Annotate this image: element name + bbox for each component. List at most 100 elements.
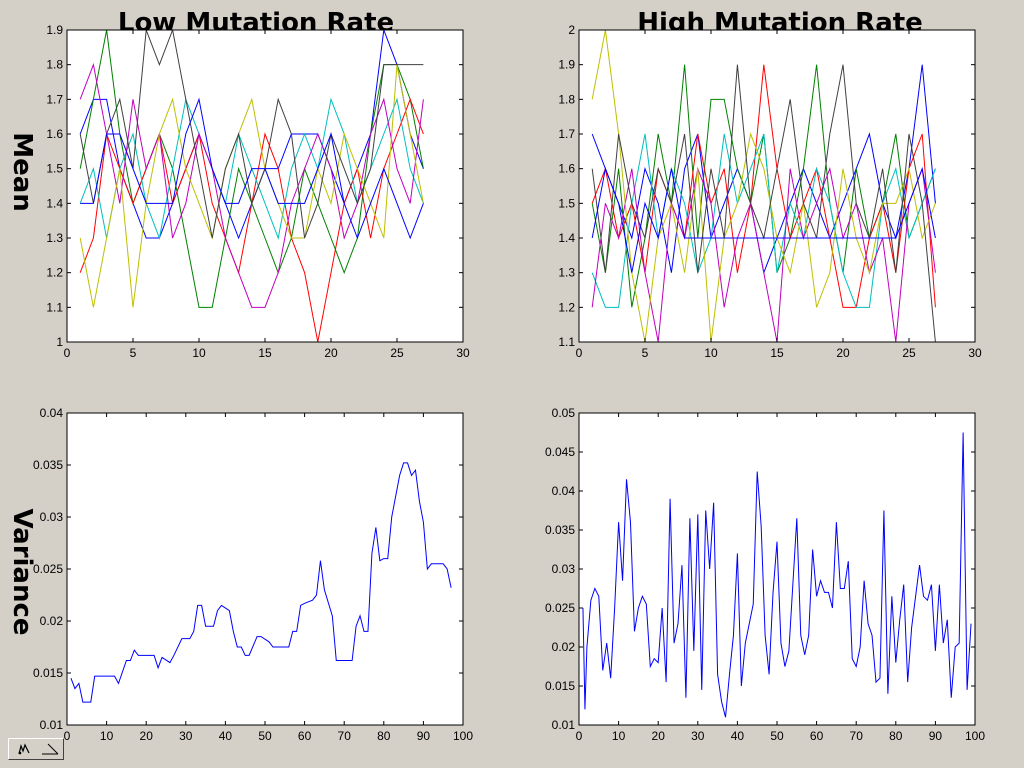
axes-mean-low: 0 5 10 15 20 25 30 1 1.1 1.2 1.3 1.4 1.5 1.6 1.7 1.8 1.9 — [46, 23, 470, 360]
y-tick-label: 0.035 — [545, 523, 575, 537]
x-tick-label: 50 — [258, 729, 272, 743]
y-tick-label: 1.8 — [46, 58, 63, 72]
x-tick-label: 5 — [642, 346, 649, 360]
x-tick-label: 30 — [691, 729, 705, 743]
x-tick-label: 100 — [453, 729, 473, 743]
x-tick-label: 0 — [576, 729, 583, 743]
y-tick-label: 0.03 — [552, 562, 576, 576]
x-tick-label: 0 — [64, 346, 71, 360]
draw-line-icon — [42, 743, 59, 755]
series-line-6 — [591, 30, 936, 342]
x-tick-label: 10 — [704, 346, 718, 360]
y-tick-label: 0.01 — [40, 718, 64, 732]
y-tick-label: 1.6 — [46, 127, 63, 141]
x-tick-label: 20 — [140, 729, 154, 743]
figure-toolbar — [8, 738, 64, 760]
x-tick-label: 20 — [652, 729, 666, 743]
y-tick-label: 1.3 — [46, 231, 63, 245]
y-tick-label: 1.6 — [558, 162, 575, 176]
y-tick-label: 1.7 — [558, 127, 575, 141]
y-tick-label: 1 — [56, 335, 63, 349]
series-line-1 — [70, 462, 452, 703]
x-tick-label: 90 — [929, 729, 943, 743]
series-line-5 — [591, 166, 936, 342]
y-tick-label: 0.03 — [40, 510, 64, 524]
y-tick-label: 0.045 — [545, 445, 575, 459]
y-tick-label: 1.3 — [558, 266, 575, 280]
y-tick-label: 0.025 — [33, 562, 63, 576]
x-tick-label: 10 — [192, 346, 206, 360]
y-tick-label: 0.05 — [552, 406, 576, 420]
x-tick-label: 30 — [179, 729, 193, 743]
x-tick-label: 90 — [417, 729, 431, 743]
y-tick-label: 1.9 — [558, 58, 575, 72]
y-tick-label: 0.015 — [33, 666, 63, 680]
y-tick-label: 0.02 — [40, 614, 64, 628]
series-group — [70, 462, 452, 703]
draw-line-button[interactable] — [39, 741, 61, 757]
x-tick-label: 30 — [456, 346, 470, 360]
plot-area — [67, 30, 463, 342]
x-tick-label: 80 — [377, 729, 391, 743]
ylabel-mean: Mean — [7, 132, 37, 212]
x-tick-label: 70 — [338, 729, 352, 743]
y-tick-label: 0.035 — [33, 458, 63, 472]
axes-variance-low: 0 10 20 30 40 50 60 70 80 90 100 0.01 0.015 0.02 0.025… — [33, 406, 473, 743]
series-line-3 — [591, 64, 936, 308]
y-tick-label: 1.2 — [46, 266, 63, 280]
axes-variance-high: 0 10 20 30 40 50 60 70 80 90 100 0.01 0.015 0.02 0.025… — [545, 406, 985, 743]
edit-plot-icon — [18, 743, 30, 755]
y-tick-label: 1.5 — [46, 162, 63, 176]
y-tick-label: 1.9 — [46, 23, 63, 37]
x-tick-label: 10 — [612, 729, 626, 743]
x-tick-label: 40 — [219, 729, 233, 743]
y-tick-label: 2 — [568, 23, 575, 37]
y-tick-label: 1.4 — [46, 196, 63, 210]
y-tick-label: 0.04 — [40, 406, 64, 420]
x-tick-label: 15 — [770, 346, 784, 360]
x-tick-label: 25 — [390, 346, 404, 360]
x-tick-label: 0 — [576, 346, 583, 360]
plot-area — [579, 30, 975, 342]
x-tick-label: 20 — [836, 346, 850, 360]
y-tick-label: 1.8 — [558, 92, 575, 106]
y-tick-label: 0.02 — [552, 640, 576, 654]
series-line-6 — [79, 64, 424, 308]
x-tick-label: 80 — [889, 729, 903, 743]
y-tick-label: 1.5 — [558, 196, 575, 210]
y-tick-label: 1.4 — [558, 231, 575, 245]
y-tick-label: 1.7 — [46, 92, 63, 106]
series-line-8 — [80, 97, 424, 240]
x-tick-label: 25 — [902, 346, 916, 360]
series-line-7 — [79, 30, 424, 239]
y-tick-label: 0.01 — [552, 718, 576, 732]
y-tick-label: 0.025 — [545, 601, 575, 615]
x-tick-label: 20 — [324, 346, 338, 360]
x-tick-label: 10 — [100, 729, 114, 743]
x-tick-label: 70 — [850, 729, 864, 743]
x-tick-label: 0 — [64, 729, 71, 743]
series-group — [591, 30, 936, 342]
x-tick-label: 50 — [770, 729, 784, 743]
x-tick-label: 40 — [731, 729, 745, 743]
series-group — [79, 30, 424, 342]
series-line-1 — [582, 432, 972, 718]
plot-area — [67, 413, 463, 725]
edit-plot-button[interactable] — [13, 741, 35, 757]
plot-area — [579, 413, 975, 725]
x-tick-label: 60 — [298, 729, 312, 743]
series-group — [582, 432, 972, 718]
y-tick-label: 1.2 — [558, 300, 575, 314]
ylabel-variance: Variance — [7, 508, 37, 635]
x-tick-label: 30 — [968, 346, 982, 360]
axes-mean-high: 0 5 10 15 20 25 30 1.1 1.2 1.3 1.4 1.5 1.6 1.7 1.8 1.9 2 — [558, 23, 982, 360]
x-tick-label: 100 — [965, 729, 985, 743]
x-tick-label: 15 — [258, 346, 272, 360]
y-tick-label: 1.1 — [558, 335, 575, 349]
series-line-8 — [591, 166, 936, 273]
y-tick-label: 0.015 — [545, 679, 575, 693]
y-tick-label: 1.1 — [46, 300, 63, 314]
x-tick-label: 5 — [130, 346, 137, 360]
x-tick-label: 60 — [810, 729, 824, 743]
